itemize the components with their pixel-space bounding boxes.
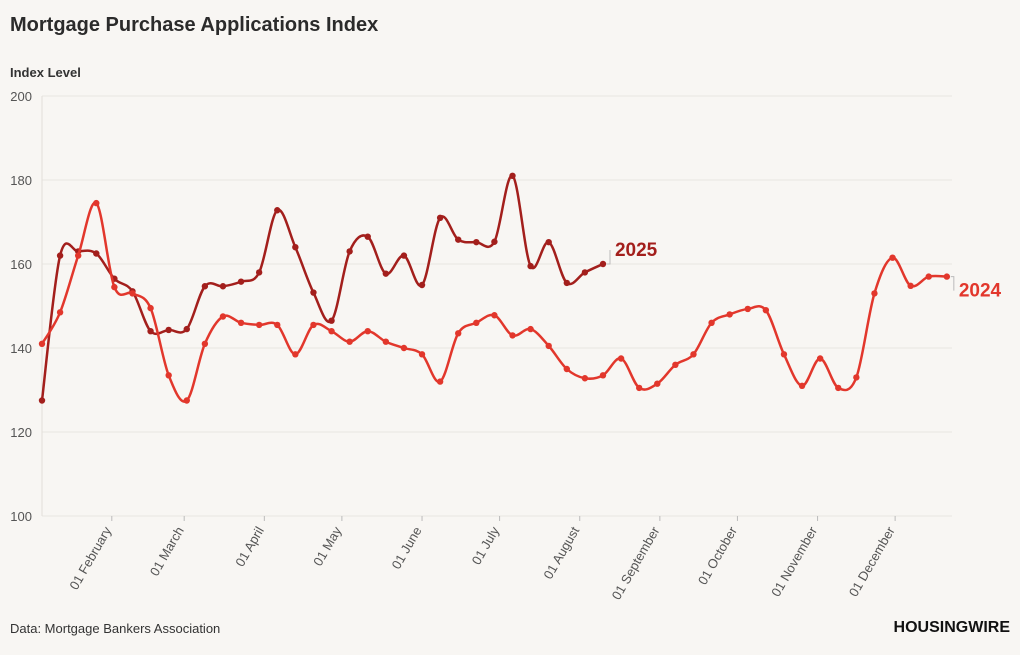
data-point (436, 214, 444, 221)
data-point (835, 384, 842, 392)
data-point (165, 326, 172, 334)
data-point (509, 332, 516, 339)
data-point (672, 361, 679, 368)
brand-logo: HOUSINGWIRE (894, 619, 1011, 636)
data-point (527, 325, 534, 333)
data-point (545, 238, 552, 246)
data-point (581, 269, 589, 276)
data-point (255, 321, 263, 329)
data-point (201, 283, 209, 290)
label-connector (950, 276, 955, 291)
data-point (183, 397, 190, 404)
data-point (509, 172, 516, 179)
data-point (328, 328, 335, 335)
data-point (237, 319, 245, 326)
data-point (183, 325, 190, 333)
data-point (400, 252, 408, 259)
data-point (581, 375, 589, 382)
data-point (382, 270, 390, 277)
data-point (382, 338, 390, 345)
chart-title: Mortgage Purchase Applications Index (10, 14, 378, 36)
data-point (816, 355, 824, 362)
data-point (473, 238, 480, 246)
data-point (943, 273, 951, 280)
data-point (455, 330, 462, 337)
data-point (93, 250, 100, 257)
data-point (798, 382, 806, 389)
data-point (617, 355, 625, 362)
data-point (889, 254, 896, 261)
y-tick-label: 120 (10, 425, 32, 440)
data-point (56, 309, 64, 316)
y-tick-label: 140 (10, 341, 32, 356)
data-point (346, 338, 353, 345)
data-point (111, 283, 118, 291)
data-point (708, 319, 715, 326)
data-point (563, 365, 571, 373)
data-point (690, 351, 697, 358)
data-point (563, 279, 571, 287)
data-point (328, 317, 335, 324)
data-point (871, 290, 878, 297)
data-point (201, 340, 209, 347)
data-point (74, 252, 82, 259)
data-point (292, 351, 299, 358)
data-point (129, 290, 136, 297)
data-point (274, 207, 281, 214)
data-point (907, 282, 914, 290)
data-point (292, 244, 299, 251)
data-point (780, 351, 788, 358)
data-point (56, 252, 64, 259)
data-point (364, 328, 371, 335)
data-point (527, 262, 534, 270)
data-point (491, 238, 498, 245)
y-tick-label: 200 (10, 89, 32, 104)
data-point (400, 344, 408, 352)
data-point (418, 351, 426, 358)
data-point (274, 321, 281, 329)
series-label: 2025 (615, 240, 658, 261)
y-axis-label: Index Level (10, 65, 81, 80)
source-note: Data: Mortgage Bankers Association (10, 621, 220, 636)
data-point (147, 304, 154, 312)
data-point (599, 372, 607, 379)
y-tick-label: 180 (10, 173, 32, 188)
y-tick-label: 100 (10, 509, 32, 524)
data-point (545, 342, 552, 350)
data-point (491, 312, 498, 319)
data-point (237, 278, 245, 285)
data-point (418, 281, 426, 289)
data-point (147, 328, 154, 335)
data-point (38, 340, 46, 347)
y-tick-label: 160 (10, 257, 32, 272)
data-point (635, 384, 643, 392)
data-point (744, 305, 751, 313)
label-connector (606, 250, 611, 265)
data-point (93, 199, 100, 207)
data-point (853, 374, 860, 381)
data-point (599, 260, 607, 268)
data-point (436, 378, 444, 385)
data-point (455, 236, 462, 243)
data-point (762, 307, 770, 314)
series-label: 2024 (959, 281, 1002, 302)
data-point (38, 397, 46, 404)
data-point (473, 319, 480, 326)
data-point (346, 248, 353, 255)
data-point (654, 380, 661, 387)
data-point (726, 311, 733, 318)
data-point (925, 273, 932, 280)
data-point (310, 289, 317, 296)
data-point (310, 321, 317, 329)
data-point (219, 283, 227, 290)
data-point (165, 372, 172, 379)
data-point (255, 269, 263, 276)
data-point (219, 313, 227, 320)
data-point (364, 233, 371, 240)
